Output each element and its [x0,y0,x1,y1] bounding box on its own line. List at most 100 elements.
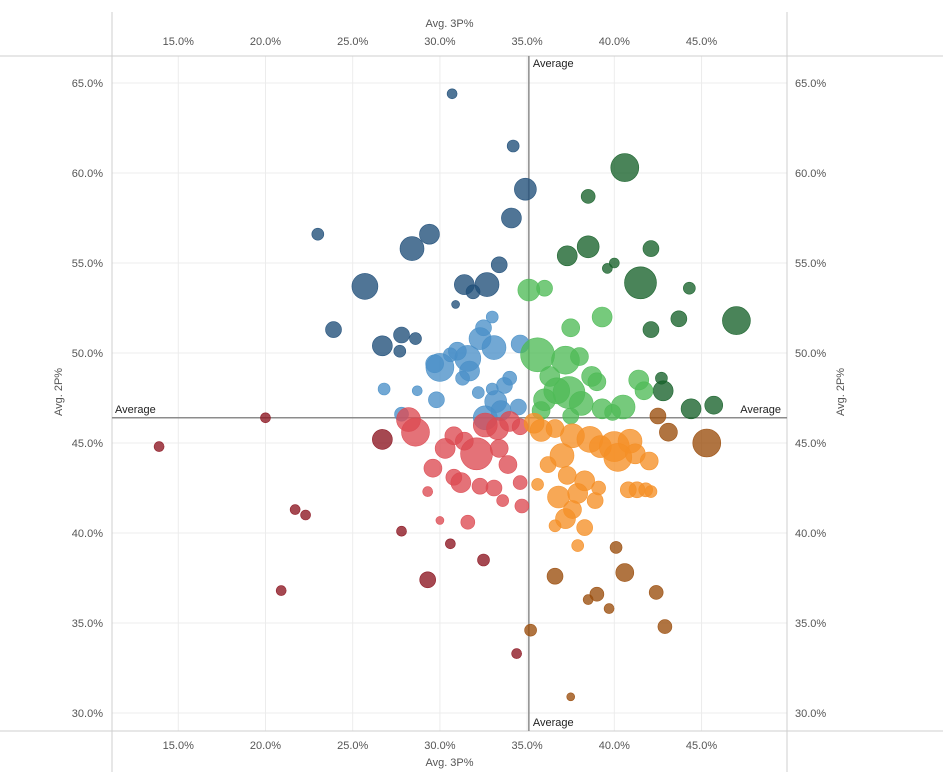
data-point [450,472,472,493]
data-point [455,370,470,386]
data-point [489,439,509,458]
data-point [511,648,522,659]
x-tick-label-bottom: 25.0% [337,740,368,752]
data-point [634,381,654,401]
y-tick-label-right: 40.0% [795,528,826,540]
data-point [300,509,311,521]
data-point [485,479,503,497]
data-point [610,153,640,182]
average-label-left: Average [115,404,156,416]
data-point [409,332,422,345]
data-point [460,514,476,530]
y-tick-label-right: 50.0% [795,348,826,360]
x-tick-label-bottom: 15.0% [163,740,194,752]
x-tick-label-bottom: 45.0% [686,740,717,752]
data-point [471,386,485,399]
data-point [580,189,596,204]
y-tick-label-left: 50.0% [72,348,103,360]
data-point [680,398,702,420]
data-point [556,245,578,267]
data-point [603,603,615,614]
data-point [377,382,391,396]
data-point [465,284,481,300]
data-point [602,263,613,274]
data-point [411,385,423,397]
data-point [576,519,593,536]
data-point [582,594,594,605]
data-point [514,498,530,514]
data-point [639,451,659,471]
chart-frame [0,12,943,772]
data-point [642,240,660,257]
data-point [435,516,445,525]
data-point [423,458,443,478]
y-axis-title-left: Avg. 2P% [53,368,65,416]
data-point [434,438,456,459]
x-tick-label-top: 30.0% [424,36,455,48]
data-point [603,443,633,472]
data-point [153,441,165,452]
data-point [692,428,722,458]
data-point [451,300,460,309]
data-point [539,456,557,473]
data-point [325,321,342,338]
data-point [289,504,301,515]
tick-labels: 15.0% 15.0% 20.0% 20.0% 25.0% 25.0% 30.0% 30.0%… [72,36,827,752]
y-tick-label-left: 65.0% [72,78,103,90]
y-tick-label-right: 30.0% [795,708,826,720]
y-tick-label-left: 35.0% [72,618,103,630]
y-tick-label-left: 60.0% [72,168,103,180]
data-point [652,380,674,402]
data-point [587,372,607,392]
data-point [586,492,604,509]
data-point [549,443,575,468]
data-points [153,88,751,702]
data-point [474,272,500,297]
data-point [460,437,493,471]
data-point [428,391,445,409]
gridlines [112,56,787,731]
data-point [372,429,393,450]
data-point [722,306,751,335]
x-tick-label-top: 15.0% [163,36,194,48]
data-point [501,207,522,229]
data-point [604,404,621,421]
x-tick-label-top: 35.0% [512,36,543,48]
data-point [547,485,570,509]
data-point [670,310,688,328]
data-point [260,412,271,424]
data-point [524,623,537,637]
data-point [446,88,458,100]
y-tick-label-right: 65.0% [795,78,826,90]
average-label-right: Average [740,404,781,416]
data-point [548,519,562,533]
data-point [393,344,407,358]
data-point [648,585,664,600]
x-tick-label-top: 45.0% [686,36,717,48]
y-tick-label-left: 45.0% [72,438,103,450]
data-point [531,478,544,491]
data-point [275,585,287,596]
data-point [506,139,520,153]
data-point [351,273,379,300]
data-point [624,266,657,300]
data-point [571,539,584,552]
data-point [498,455,518,474]
x-tick-label-top: 40.0% [599,36,630,48]
data-point [644,485,658,498]
data-point [477,553,490,567]
data-point [422,486,433,497]
data-point [490,256,508,274]
data-point [576,235,600,259]
data-point [514,177,537,201]
x-tick-label-top: 25.0% [337,36,368,48]
data-point [401,417,430,447]
data-point [399,236,425,261]
y-tick-label-right: 60.0% [795,168,826,180]
data-point [704,395,724,415]
x-tick-label-bottom: 20.0% [250,740,281,752]
data-point [657,619,673,634]
data-point [419,571,436,589]
